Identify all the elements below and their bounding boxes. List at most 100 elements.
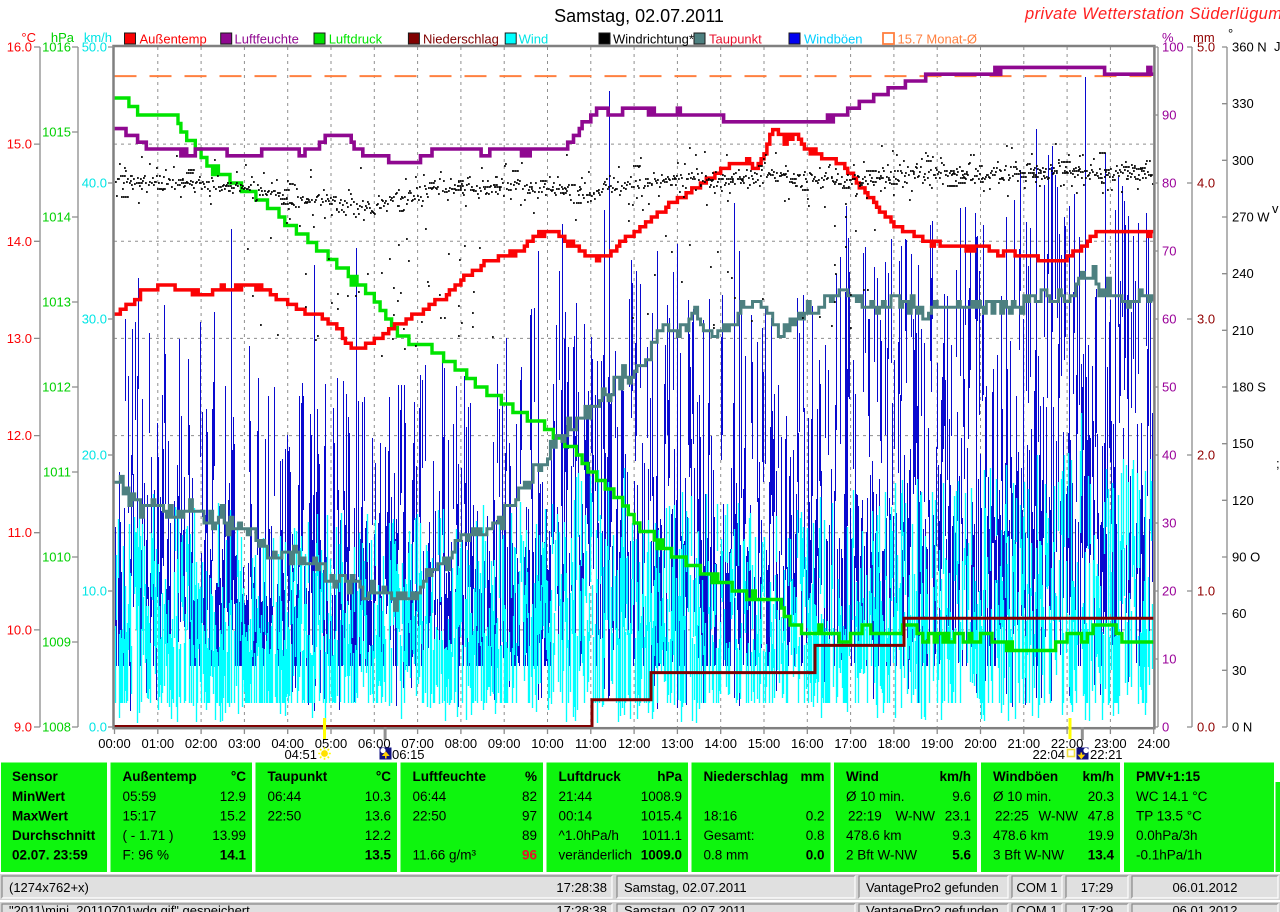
svg-text:60: 60 [1232,606,1246,621]
svg-text:22:25: 22:25 [995,809,1029,824]
svg-text:50: 50 [1162,380,1176,395]
svg-text:Wind: Wind [846,769,879,784]
svg-text:5.6: 5.6 [952,848,971,863]
svg-text:1.0: 1.0 [1197,584,1215,599]
svg-text:1016: 1016 [42,40,71,55]
svg-text:COM 1: COM 1 [1016,880,1057,895]
svg-text:F: 96 %: F: 96 % [123,848,170,863]
svg-text:"2011\mini_20110701wdg.gif" ge: "2011\mini_20110701wdg.gif" gespeichert [9,903,250,912]
svg-text:MaxWert: MaxWert [12,809,69,824]
svg-text:06.01.2012: 06.01.2012 [1172,880,1237,895]
svg-text:hPa: hPa [51,30,75,45]
svg-text:90 O: 90 O [1232,550,1260,565]
svg-text:17:00: 17:00 [834,736,867,751]
svg-text:270 W: 270 W [1232,210,1270,225]
svg-text:°: ° [1228,26,1233,41]
svg-text:11.0: 11.0 [8,525,32,540]
svg-text:240: 240 [1232,266,1254,281]
svg-text:13.4: 13.4 [1088,848,1115,863]
svg-text:07:00: 07:00 [401,736,434,751]
svg-text:Sensor: Sensor [12,769,59,784]
svg-text:10.0: 10.0 [82,584,107,599]
svg-text:47.8: 47.8 [1088,809,1114,824]
svg-text:12.9: 12.9 [220,789,246,804]
svg-text:22:50: 22:50 [413,809,447,824]
svg-text:1012: 1012 [42,380,71,395]
svg-text:19.9: 19.9 [1088,828,1114,843]
svg-text:VantagePro2 gefunden: VantagePro2 gefunden [866,903,999,912]
svg-text:22:21: 22:21 [1090,747,1123,762]
svg-text:%: % [525,769,537,784]
svg-text:veränderlich: veränderlich [559,848,633,863]
svg-text:12.0: 12.0 [7,428,32,443]
svg-text:11.66 g/m³: 11.66 g/m³ [413,848,477,863]
svg-text:2.0: 2.0 [1197,448,1215,463]
svg-text:VantagePro2 gefunden: VantagePro2 gefunden [866,880,999,895]
svg-text:16.0: 16.0 [7,40,32,55]
svg-text:;: ; [1276,456,1280,471]
svg-text:1008: 1008 [42,720,71,735]
svg-text:12:00: 12:00 [618,736,651,751]
svg-text:30: 30 [1162,516,1176,531]
svg-text:Windrichtung*: Windrichtung* [613,32,694,47]
svg-text:1015.4: 1015.4 [641,809,683,824]
svg-text:150: 150 [1232,436,1254,451]
svg-text:08:00: 08:00 [445,736,478,751]
svg-text:5.0: 5.0 [1197,40,1215,55]
svg-text:MinWert: MinWert [12,789,66,804]
svg-text:90: 90 [1162,108,1176,123]
svg-text:10.3: 10.3 [365,789,391,804]
svg-text:89: 89 [522,828,537,843]
svg-text:( - 1.71 ): ( - 1.71 ) [123,828,174,843]
svg-text:3 Bft W-NW: 3 Bft W-NW [993,848,1064,863]
svg-text:40: 40 [1162,448,1176,463]
svg-text:0.8 mm: 0.8 mm [704,848,749,863]
svg-text:13.0: 13.0 [7,331,32,346]
svg-text:22:00: 22:00 [1051,736,1084,751]
svg-text:TP 13.5 °C: TP 13.5 °C [1136,809,1202,824]
svg-text:1010: 1010 [42,550,71,565]
svg-text:10:00: 10:00 [531,736,564,751]
svg-text:0: 0 [1162,720,1169,735]
svg-text:24:00: 24:00 [1137,736,1170,751]
svg-text:13.99: 13.99 [212,828,246,843]
svg-text:1011.1: 1011.1 [642,828,682,843]
svg-text:06.01.2012: 06.01.2012 [1172,903,1237,912]
svg-text:15.2: 15.2 [220,809,246,824]
svg-text:06:00: 06:00 [358,736,391,751]
svg-text:1011: 1011 [43,465,71,480]
svg-text:Taupunkt: Taupunkt [268,769,328,784]
svg-text:05:59: 05:59 [123,789,157,804]
svg-text:9.3: 9.3 [952,828,971,843]
svg-text:0 N: 0 N [1232,720,1252,735]
svg-text:14:00: 14:00 [704,736,737,751]
svg-text:%: % [1162,30,1174,45]
svg-text:PMV+1:15: PMV+1:15 [1136,769,1201,784]
svg-text:°C: °C [21,30,36,45]
svg-text:15.7 Monat-Ø: 15.7 Monat-Ø [898,32,978,47]
svg-text:17:28:38: 17:28:38 [556,880,607,895]
svg-text:14.0: 14.0 [7,234,32,249]
svg-text:Taupunkt: Taupunkt [709,32,762,47]
svg-text:17:29: 17:29 [1081,903,1114,912]
svg-text:COM 1: COM 1 [1016,903,1057,912]
svg-text:02:00: 02:00 [185,736,218,751]
svg-text:km/h: km/h [84,30,112,45]
svg-text:0.0hPa/3h: 0.0hPa/3h [1136,828,1198,843]
svg-text:9.6: 9.6 [952,789,971,804]
svg-text:18:00: 18:00 [878,736,911,751]
svg-text:°C: °C [376,769,391,784]
svg-text:hPa: hPa [657,769,682,784]
svg-text:14.1: 14.1 [220,848,247,863]
svg-text:40.0: 40.0 [82,176,107,191]
svg-text:70: 70 [1162,244,1176,259]
svg-text:12.2: 12.2 [365,828,391,843]
svg-text:10.0: 10.0 [7,622,32,637]
svg-text:Samstag, 02.07.2011: Samstag, 02.07.2011 [554,6,724,26]
svg-text:W-NW: W-NW [1039,809,1079,824]
svg-text:0.2: 0.2 [806,809,825,824]
svg-text:20.0: 20.0 [82,448,107,463]
svg-text:00:14: 00:14 [559,809,593,824]
svg-text:mm: mm [1193,30,1215,45]
svg-text:0.0: 0.0 [89,720,107,735]
